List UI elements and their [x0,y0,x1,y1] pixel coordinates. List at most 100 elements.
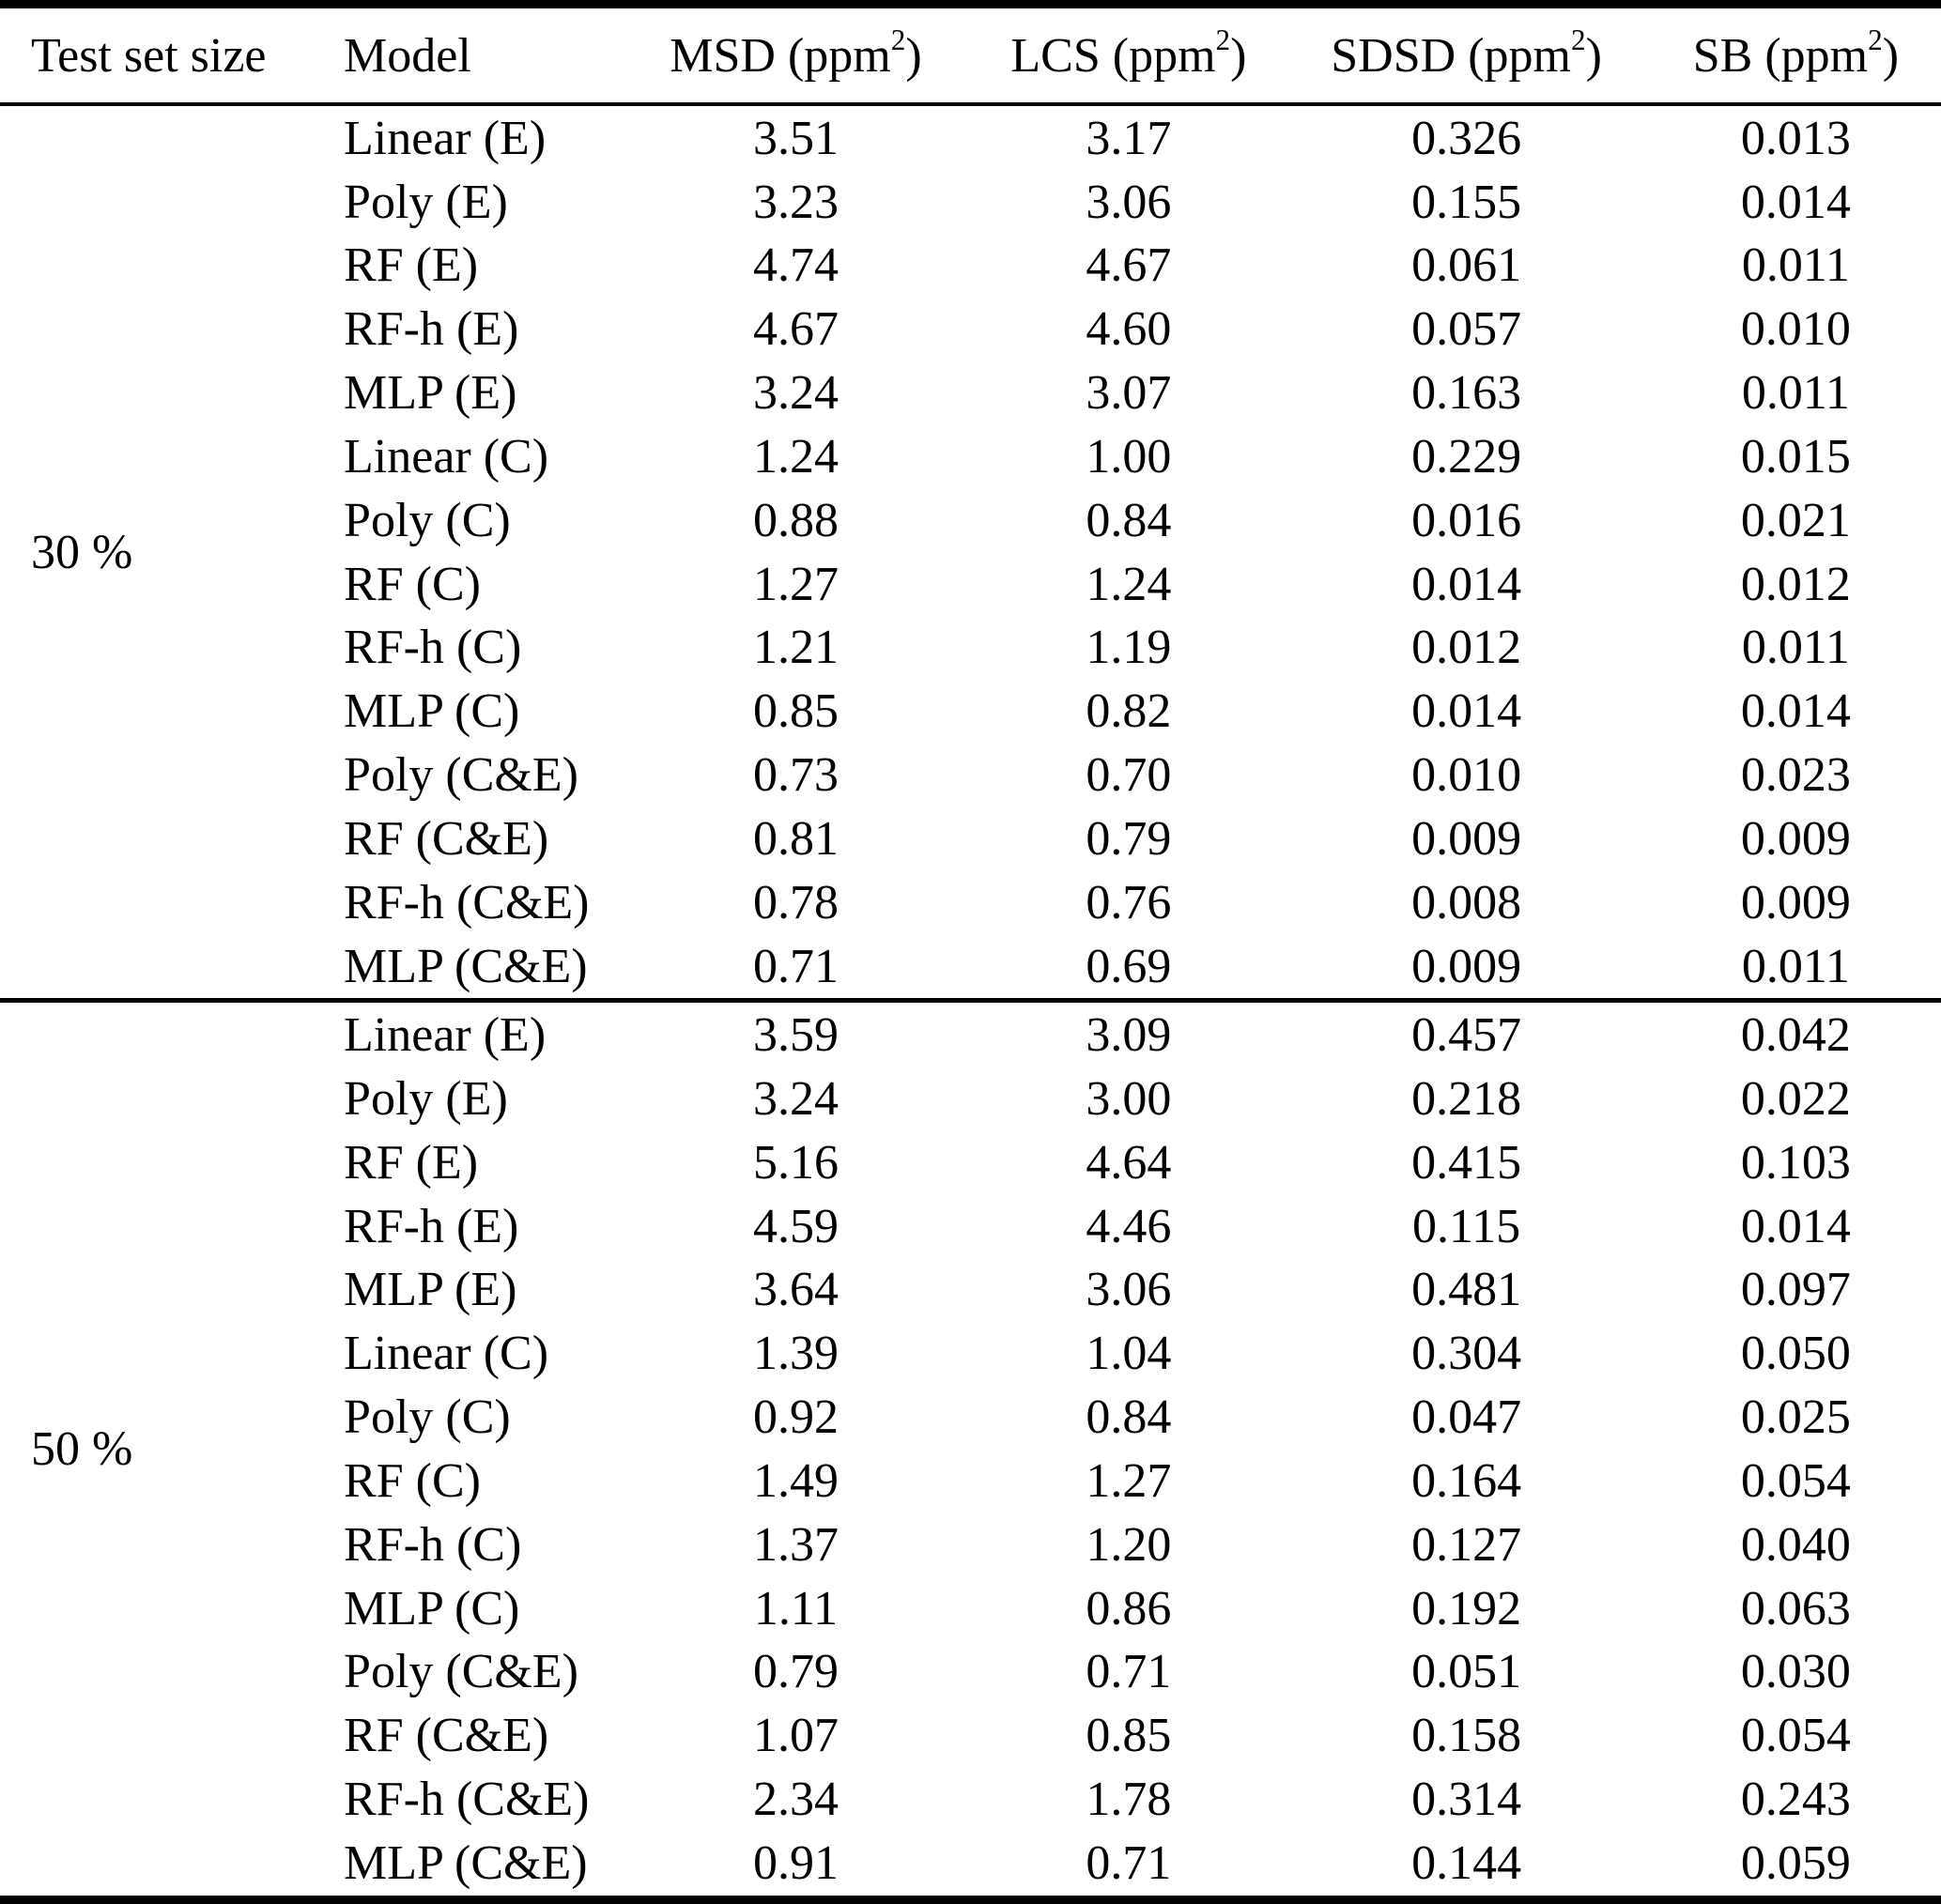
cell-sb: 0.011 [1741,621,1850,675]
cell-model: RF-h (C) [344,1517,522,1572]
cell-model: MLP (C&E) [344,939,588,993]
cell-model: RF (C) [344,1453,481,1508]
cell-lcs: 1.00 [1086,429,1172,484]
cell-lcs: 1.27 [1086,1453,1172,1508]
table-row: Poly (C) 0.88 0.84 0.016 0.021 [0,488,1941,552]
table-row: Poly (E) 3.23 3.06 0.155 0.014 [0,170,1941,234]
table-row: Poly (E) 3.24 3.00 0.218 0.022 [0,1067,1941,1131]
cell-lcs: 4.64 [1086,1135,1172,1190]
cell-sdsd: 0.057 [1411,302,1522,357]
cell-sdsd: 0.158 [1411,1709,1522,1763]
cell-sdsd: 0.164 [1411,1453,1522,1508]
table-row: RF (C) 1.27 1.24 0.014 0.012 [0,552,1941,616]
cell-lcs: 0.71 [1086,1645,1172,1699]
metric-unit-close: ) [1585,28,1602,83]
cell-model: RF-h (C) [344,621,522,675]
cell-sdsd: 0.014 [1411,557,1522,611]
group-50: 50 % Linear (E) 3.59 3.09 0.457 0.042 Pol… [0,998,1941,1900]
header-test-set-size: Test set size [0,4,321,106]
cell-model: Poly (C) [344,1390,511,1445]
metric-unit: (ppm [787,28,891,83]
cell-sdsd: 0.009 [1411,811,1522,866]
table-row: RF (C&E) 0.81 0.79 0.009 0.009 [0,806,1941,870]
table-row: MLP (C) 0.85 0.82 0.014 0.014 [0,680,1941,744]
cell-sb: 0.243 [1740,1773,1851,1827]
cell-sdsd: 0.326 [1411,111,1522,165]
cell-msd: 1.07 [752,1709,839,1763]
cell-lcs: 0.69 [1086,939,1172,993]
cell-sb: 0.063 [1740,1581,1851,1635]
cell-model: RF (E) [344,238,479,293]
cell-msd: 0.78 [752,875,839,929]
table-row: Linear (C) 1.39 1.04 0.304 0.050 [0,1322,1941,1386]
cell-lcs: 3.17 [1086,111,1172,165]
cell-lcs: 0.82 [1086,684,1172,739]
cell-lcs: 4.67 [1086,238,1172,293]
cell-sdsd: 0.481 [1411,1263,1522,1317]
cell-test-set-size: 50 % [0,998,321,1900]
table-row: RF-h (E) 4.59 4.46 0.115 0.014 [0,1194,1941,1258]
cell-lcs: 1.20 [1086,1517,1172,1572]
cell-sdsd: 0.155 [1411,175,1522,229]
cell-lcs: 0.84 [1086,493,1172,547]
cell-msd: 0.73 [752,747,839,802]
cell-msd: 1.49 [752,1453,839,1508]
cell-lcs: 0.76 [1086,875,1172,929]
header-msd: MSD (ppm2) [650,4,942,106]
cell-model: Poly (C) [344,493,511,547]
cell-msd: 1.37 [752,1517,839,1572]
header-sdsd: SDSD (ppm2) [1316,4,1617,106]
cell-sb: 0.014 [1740,1199,1851,1253]
cell-sb: 0.030 [1740,1645,1851,1699]
cell-msd: 5.16 [752,1135,839,1190]
metric-name: SB [1692,28,1753,83]
cell-msd: 3.59 [650,998,942,1067]
metric-unit: (ppm [1112,28,1216,83]
cell-lcs: 0.79 [1086,811,1172,866]
cell-sb: 0.014 [1740,684,1851,739]
cell-sb: 0.011 [1741,366,1850,421]
cell-sb: 0.050 [1740,1327,1851,1381]
cell-model: RF (C&E) [344,1709,549,1763]
cell-model: MLP (C&E) [344,1836,588,1891]
cell-msd: 0.92 [752,1390,839,1445]
cell-sdsd: 0.010 [1411,747,1522,802]
table-row: RF-h (C&E) 0.78 0.76 0.008 0.009 [0,870,1941,934]
cell-sdsd: 0.051 [1411,1645,1522,1699]
cell-sdsd: 0.047 [1411,1390,1522,1445]
header-lcs: LCS (ppm2) [941,4,1317,106]
cell-sdsd: 0.314 [1411,1773,1522,1827]
cell-msd: 4.59 [752,1199,839,1253]
cell-lcs: 1.24 [1086,557,1172,611]
cell-sb: 0.009 [1740,875,1851,929]
table-row: MLP (C) 1.11 0.86 0.192 0.063 [0,1576,1941,1640]
cell-sb: 0.040 [1740,1517,1851,1572]
cell-sdsd: 0.061 [1411,238,1522,293]
cell-sb: 0.022 [1740,1071,1851,1126]
cell-lcs: 0.85 [1086,1709,1172,1763]
table-row: RF (C) 1.49 1.27 0.164 0.054 [0,1449,1941,1512]
cell-model: MLP (E) [344,366,517,421]
table-row: Poly (C&E) 0.79 0.71 0.051 0.030 [0,1640,1941,1704]
cell-test-set-size: 30 % [31,525,133,579]
cell-sb: 0.021 [1740,493,1851,547]
cell-lcs: 0.84 [1086,1390,1172,1445]
cell-model: RF-h (E) [344,302,519,357]
metric-exponent: 2 [1868,23,1883,56]
metric-name: SDSD [1331,28,1456,83]
cell-sdsd: 0.115 [1412,1199,1521,1253]
cell-model: Linear (E) [320,998,651,1067]
cell-msd: 1.24 [752,429,839,484]
cell-sdsd: 0.415 [1411,1135,1522,1190]
table-row: RF-h (C) 1.21 1.19 0.012 0.011 [0,616,1941,680]
cell-lcs: 3.07 [1086,366,1172,421]
cell-sb: 0.054 [1740,1453,1851,1508]
cell-model: RF-h (E) [344,1199,519,1253]
table-row: RF (E) 5.16 4.64 0.415 0.103 [0,1130,1941,1194]
cell-model: RF-h (C&E) [344,1773,590,1827]
cell-lcs: 1.78 [1086,1773,1172,1827]
cell-sb: 0.011 [1741,939,1850,993]
cell-sdsd: 0.008 [1411,875,1522,929]
cell-msd: 0.81 [752,811,839,866]
